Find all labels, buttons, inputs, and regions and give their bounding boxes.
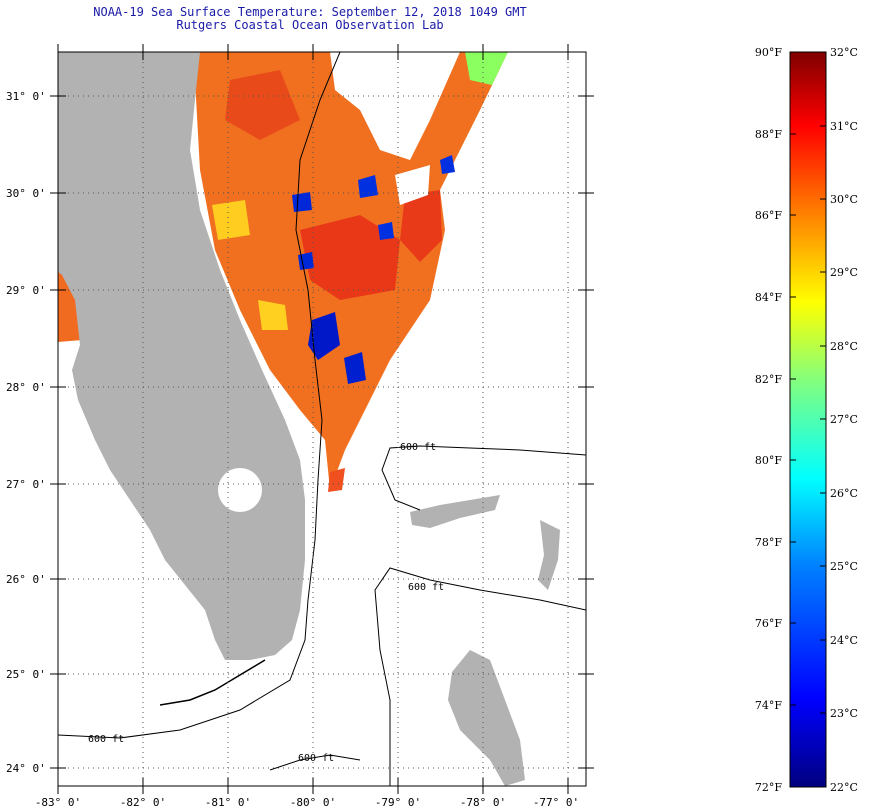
lat-label: 31° 0' [6,90,46,103]
colorbar-c-label: 22°C [830,781,858,794]
colorbar-c-label: 31°C [830,120,858,133]
isobath-600ft [381,445,586,511]
lon-label: -82° 0' [120,796,166,809]
colorbar-f-label: 78°F [755,536,782,549]
grand-bahama-land [410,495,500,528]
isobath-600ft [58,52,341,739]
sst-small-patch [328,468,345,492]
lat-label: 25° 0' [6,668,46,681]
colorbar-f-ticks [790,133,796,706]
lat-label: 26° 0' [6,573,46,586]
graticule [58,52,586,786]
lon-label: -77° 0' [533,796,579,809]
sst-warm-patch [300,215,400,300]
lat-label: 24° 0' [6,762,46,775]
colorbar-f-label: 88°F [755,128,782,141]
lat-label: 29° 0' [6,284,46,297]
colorbar-f-label: 84°F [755,291,782,304]
sst-cool-patch [465,52,508,85]
map-subtitle: Rutgers Coastal Ocean Observation Lab [176,18,444,32]
andros-land [448,650,525,786]
colorbar-c-ticks [820,125,826,714]
colorbar-f-label: 76°F [755,617,782,630]
contour-label: 600 ft [88,734,124,745]
sst-warm-patch [225,70,300,140]
axis-ticks [50,44,594,794]
lon-label: -83° 0' [35,796,81,809]
colorbar-c-label: 30°C [830,193,858,206]
map-border [57,51,587,787]
contour-label: 600 ft [408,582,444,593]
lon-label: -78° 0' [460,796,506,809]
sst-nodata-gap [330,52,460,160]
colorbar-f-label: 72°F [755,781,782,794]
contour-label: 600 ft [400,442,436,453]
isobath-600ft [269,754,361,771]
sst-cool-patch [212,200,250,240]
colorbar-c-label: 32°C [830,46,858,59]
lat-label: 27° 0' [6,478,46,491]
lat-label: 30° 0' [6,187,46,200]
colorbar-c-label: 25°C [830,560,858,573]
sst-cloud-patch [358,175,378,198]
sst-cloud-patch [344,352,366,384]
map-title: NOAA-19 Sea Surface Temperature: Septemb… [93,5,527,19]
sst-cloud-patch [292,192,312,212]
sst-cloud-patch [298,252,314,270]
colorbar-f-label: 74°F [755,699,782,712]
lake-okeechobee [218,468,262,512]
colorbar-f-label: 90°F [755,46,782,59]
sst-warm-patch [400,190,442,262]
lon-label: -79° 0' [375,796,421,809]
colorbar-c-label: 23°C [830,707,858,720]
sst-cloud-patch [378,222,394,240]
colorbar-f-label: 82°F [755,373,782,386]
sst-cloud-patch [308,312,340,360]
sst-nodata-gap [395,165,430,205]
lon-label: -81° 0' [205,796,251,809]
contour-label: 600 ft [298,753,334,764]
colorbar-f-label: 80°F [755,454,782,467]
abaco-land [538,520,560,590]
colorbar-c-label: 24°C [830,634,858,647]
colorbar-f-label: 86°F [755,209,782,222]
colorbar-c-label: 29°C [830,266,858,279]
colorbar-c-label: 27°C [830,413,858,426]
isobath-600ft [374,567,586,786]
colorbar-c-label: 28°C [830,340,858,353]
lat-label: 28° 0' [6,381,46,394]
sst-cloud-patch [440,155,455,174]
florida-keys [159,659,266,706]
lon-label: -80° 0' [290,796,336,809]
sst-cool-patch [258,300,288,330]
colorbar-c-label: 26°C [830,487,858,500]
